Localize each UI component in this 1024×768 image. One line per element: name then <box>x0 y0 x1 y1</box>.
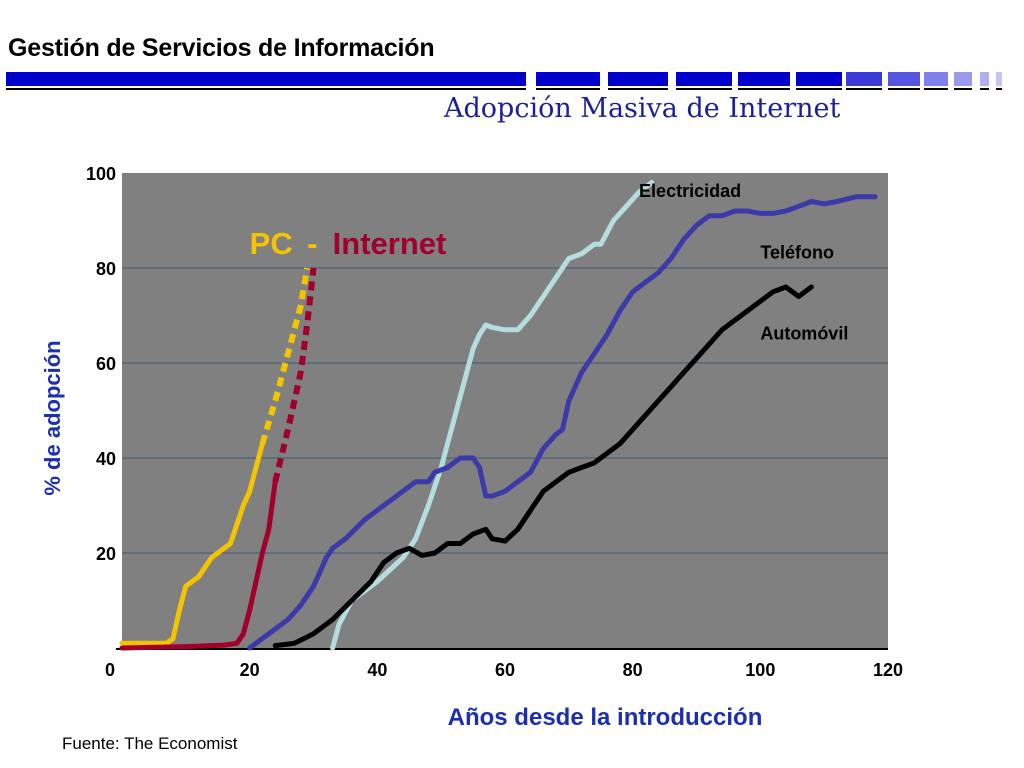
x-tick-label: 20 <box>240 660 260 680</box>
series-label: Electricidad <box>639 181 741 201</box>
series-line-automovil <box>272 284 814 649</box>
y-tick-label: 20 <box>96 544 116 564</box>
x-tick-label: 0 <box>105 660 115 680</box>
x-tick-label: 80 <box>623 660 643 680</box>
header-bar-segment <box>676 72 732 86</box>
x-tick-label: 60 <box>495 660 515 680</box>
header-decorative-bar <box>6 72 1002 90</box>
x-tick-label: 40 <box>367 660 387 680</box>
header-bar-segment <box>888 72 920 86</box>
plot-area <box>122 173 888 648</box>
series-line-internet <box>272 267 317 483</box>
series-label: Automóvil <box>760 323 848 343</box>
series-label-large: - <box>307 226 317 261</box>
series-line-internet <box>119 479 278 651</box>
header-bar-segment <box>846 72 882 86</box>
x-tick-label: 100 <box>745 660 775 680</box>
header-bar-segment <box>796 72 842 86</box>
y-tick-label: 100 <box>86 164 116 184</box>
source-note: Fuente: The Economist <box>62 734 238 753</box>
header-bar-segment <box>954 72 972 86</box>
series-label-large: PC <box>250 226 293 261</box>
y-axis-title: % de adopción <box>40 340 65 495</box>
series-label: Teléfono <box>760 243 834 263</box>
header-bar-segment <box>996 72 1002 86</box>
y-tick-label: 40 <box>96 449 116 469</box>
y-tick-label: 60 <box>96 354 116 374</box>
header-bar-segment <box>980 72 989 86</box>
series-label-large: Internet <box>333 226 447 261</box>
series-line-pc <box>119 441 265 646</box>
x-tick-label: 120 <box>873 660 903 680</box>
series-line-pc <box>259 267 311 445</box>
header-bar-main <box>6 72 526 86</box>
header-bar-segment <box>924 72 948 86</box>
slide-title: Adopción Masiva de Internet <box>444 93 841 124</box>
x-axis-title: Años desde la introducción <box>448 704 763 731</box>
header-bar-segment <box>536 72 600 86</box>
y-tick-label: 80 <box>96 259 116 279</box>
header-bar-segment <box>738 72 790 86</box>
series-line-telefono <box>247 194 878 651</box>
slide-header-title: Gestión de Servicios de Información <box>8 34 435 62</box>
header-bar-segment <box>608 72 668 86</box>
